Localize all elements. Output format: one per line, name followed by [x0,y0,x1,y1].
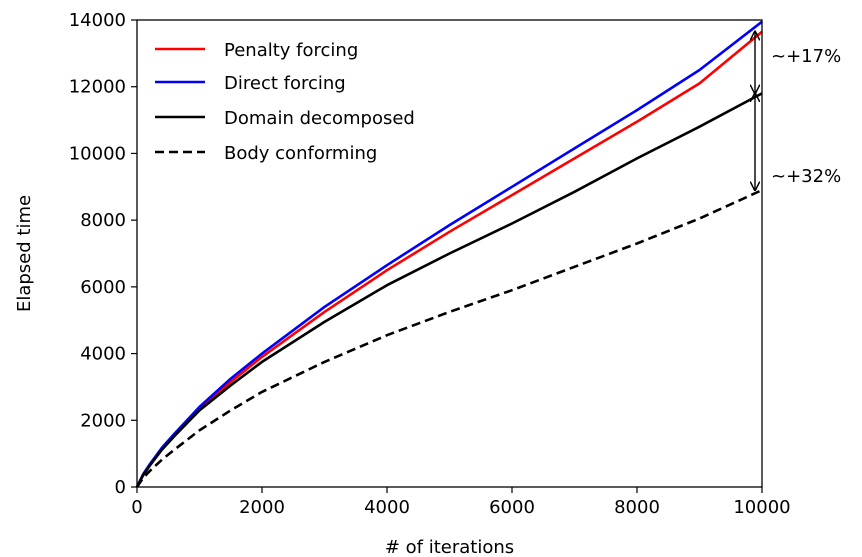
x-tick-label: 10000 [733,497,790,518]
x-axis-ticks: 0 2000 4000 6000 8000 10000 [131,487,791,518]
x-tick-label: 0 [131,497,142,518]
y-tick-label: 4000 [80,344,126,365]
x-tick-label: 4000 [364,497,410,518]
annotation-label: ~+17% [771,46,841,67]
legend-label: Penalty forcing [224,40,358,61]
annotations: ~+17% ~+32% [755,32,841,190]
x-tick-label: 6000 [489,497,535,518]
y-axis-ticks: 0 2000 4000 6000 8000 10000 12000 14000 [69,10,137,498]
legend: Penalty forcing Direct forcing Domain deco… [155,40,415,164]
plot-lines [135,20,763,488]
y-tick-label: 14000 [69,10,126,31]
series-line-2 [135,92,763,488]
y-tick-label: 2000 [80,410,126,431]
legend-label: Domain decomposed [224,108,415,129]
y-tick-label: 10000 [69,143,126,164]
x-tick-label: 8000 [614,497,660,518]
y-tick-label: 12000 [69,77,126,98]
x-tick-label: 2000 [239,497,285,518]
annotation-label: ~+32% [771,166,841,187]
legend-label: Body conforming [224,143,377,164]
y-axis-label: Elapsed time [14,195,35,312]
y-tick-label: 8000 [80,210,126,231]
x-axis-label: # of iterations [385,537,514,557]
y-tick-label: 0 [115,477,126,498]
legend-label: Direct forcing [224,73,346,94]
series-line-3 [135,188,763,488]
y-tick-label: 6000 [80,277,126,298]
series-line-0 [135,30,763,488]
axes-frame [136,19,763,488]
